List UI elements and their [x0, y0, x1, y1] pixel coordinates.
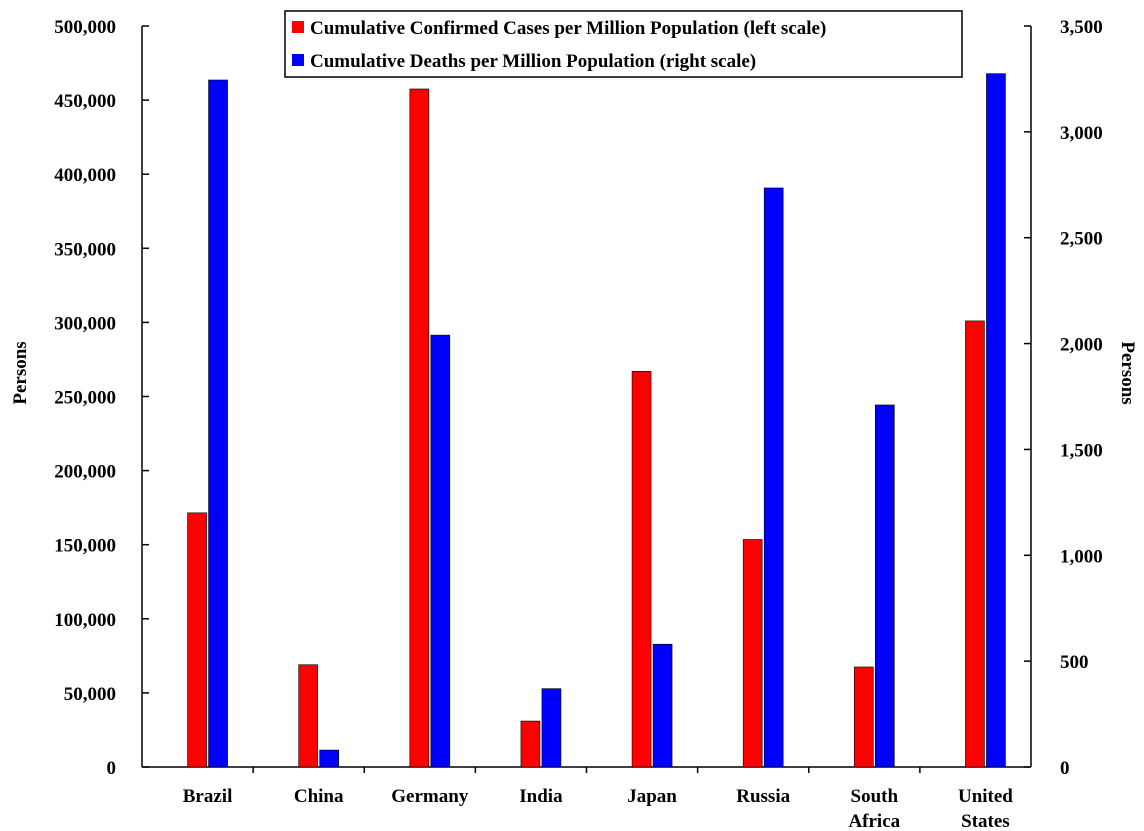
- bar-cases: [965, 320, 985, 768]
- x-axis-category-label: India: [519, 786, 563, 807]
- left-axis-tick-label: 0: [107, 758, 117, 779]
- x-axis-category-label: China: [294, 786, 344, 807]
- x-axis-category-label: Germany: [391, 786, 469, 807]
- legend-label-cases: Cumulative Confirmed Cases per Million P…: [310, 18, 826, 39]
- bar-cases: [742, 539, 763, 768]
- left-axis-tick-label: 250,000: [54, 388, 116, 409]
- right-axis-tick-label: 2,000: [1060, 335, 1103, 356]
- right-axis-title: Persons: [1117, 341, 1138, 404]
- bar-cases: [520, 720, 541, 768]
- x-axis-category-label: Africa: [848, 811, 900, 831]
- right-axis: 0 500 1,000 1,500 2,000 2,500 3,000 3,500: [1024, 17, 1103, 779]
- right-axis-tick-label: 500: [1060, 652, 1089, 673]
- right-axis-tick-label: 3,000: [1060, 123, 1103, 144]
- bar-cases: [409, 88, 430, 768]
- left-axis-tick-label: 50,000: [64, 684, 116, 705]
- legend-label-deaths: Cumulative Deaths per Million Population…: [310, 51, 756, 72]
- bar-deaths: [319, 749, 339, 768]
- bar-deaths: [652, 643, 673, 768]
- legend: Cumulative Confirmed Cases per Million P…: [284, 10, 963, 78]
- bar-cases: [298, 664, 318, 768]
- x-axis-category-label: United: [958, 786, 1013, 807]
- left-axis-tick-label: 350,000: [54, 239, 116, 260]
- x-axis-category-label: Japan: [627, 786, 677, 807]
- plot-area: [141, 26, 1032, 768]
- right-axis-tick-label: 1,000: [1060, 546, 1103, 567]
- right-axis-tick-label: 0: [1060, 758, 1070, 779]
- bar-cases: [854, 666, 874, 768]
- left-axis-title: Persons: [10, 341, 31, 404]
- bar-deaths: [875, 404, 895, 768]
- left-axis-tick-label: 500,000: [54, 17, 116, 38]
- left-axis-tick-label: 400,000: [54, 165, 116, 186]
- bar-deaths: [430, 334, 451, 768]
- bar-deaths: [763, 187, 784, 768]
- right-axis-tick-label: 2,500: [1060, 229, 1103, 250]
- right-axis-tick-label: 3,500: [1060, 17, 1103, 38]
- left-axis-tick-label: 100,000: [54, 610, 116, 631]
- bar-cases: [187, 512, 207, 768]
- left-axis-tick-label: 200,000: [54, 462, 116, 483]
- left-axis-tick-label: 300,000: [54, 313, 116, 334]
- left-axis-tick-label: 450,000: [54, 91, 116, 112]
- bar-deaths: [986, 73, 1006, 768]
- left-axis-tick-label: 150,000: [54, 536, 116, 557]
- x-axis-category-label: Russia: [736, 786, 790, 807]
- x-axis-category-label: States: [961, 811, 1010, 831]
- right-axis-tick-label: 1,500: [1060, 440, 1103, 461]
- bars-layer: [187, 73, 1006, 768]
- legend-box: [284, 10, 963, 78]
- legend-swatch-cases: [292, 21, 304, 33]
- x-axis-category-label: Brazil: [183, 786, 233, 807]
- left-axis: 0 50,000 100,000 150,000 200,000 250,000 300,0…: [54, 17, 149, 779]
- legend-swatch-deaths: [292, 54, 304, 66]
- bar-deaths: [541, 688, 562, 768]
- x-axis-category-label: South: [851, 786, 899, 807]
- bar-cases: [631, 371, 652, 768]
- x-axis: Brazil China Germany India Japan Russia South A…: [183, 767, 1013, 831]
- bar-deaths: [208, 79, 228, 768]
